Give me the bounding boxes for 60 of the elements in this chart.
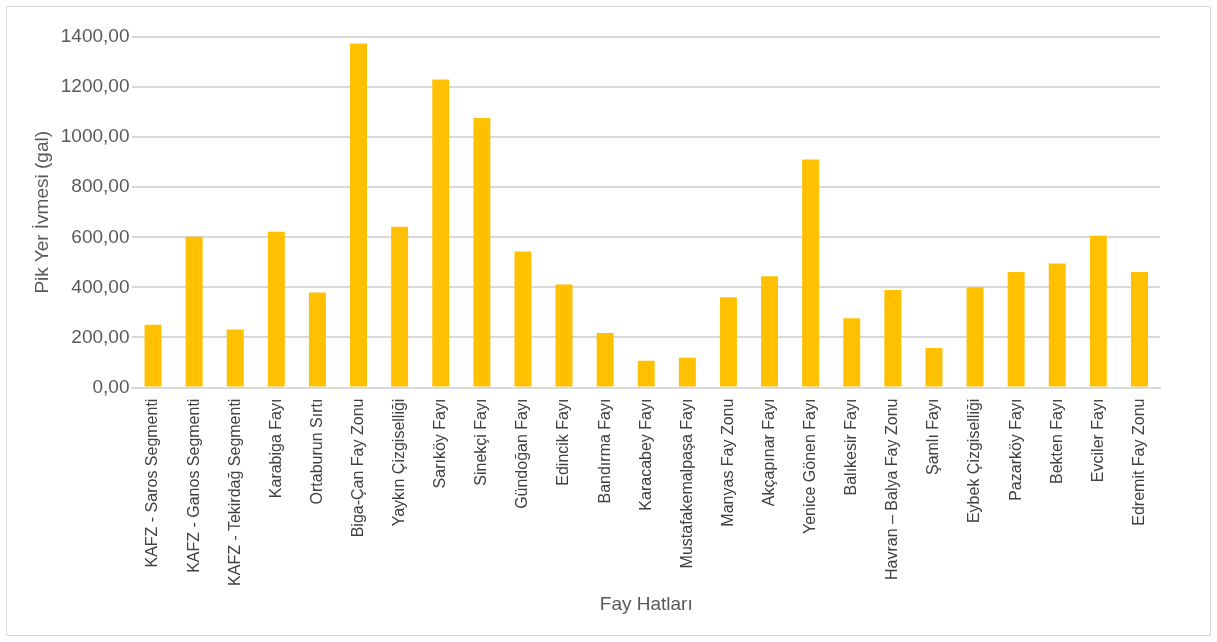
bar: [1048, 263, 1066, 387]
x-axis-title: Fay Hatları: [599, 592, 693, 614]
y-tick-label: 0,00: [92, 375, 130, 397]
x-tick-label: Yenice Gönen Fayı: [801, 398, 819, 535]
bar: [596, 332, 614, 387]
bar: [884, 289, 902, 387]
x-tick-label: Karabiga Fayı: [266, 398, 284, 499]
x-tick-label: Karacabey Fayı: [636, 398, 654, 511]
bar: [473, 117, 491, 387]
x-tick-label: Bandırma Fayı: [595, 398, 613, 504]
bar: [226, 329, 244, 387]
y-tick-label: 600,00: [71, 225, 130, 247]
y-axis-title: Pik Yer İvmesi (gal): [30, 130, 52, 294]
y-tick-label: 400,00: [71, 275, 130, 297]
bar: [350, 43, 368, 387]
x-tick-label: KAFZ - Saros Segmenti: [143, 398, 161, 568]
x-tick-label: Ortaburun Sırtı: [307, 398, 325, 505]
bar: [1130, 271, 1148, 387]
x-tick-label: Havran – Balya Fay Zonu: [883, 398, 901, 580]
y-tick-label: 1000,00: [60, 125, 130, 147]
x-tick-label: KAFZ - Tekirdağ Segmenti: [225, 398, 243, 586]
bar: [308, 292, 326, 387]
x-tick-label: Biga-Çan Fay Zonu: [348, 398, 366, 538]
x-tick-label: Edremit Fay Zonu: [1129, 398, 1147, 526]
bar: [761, 276, 779, 387]
x-tick-label: Pazarköy Fayı: [1006, 398, 1024, 501]
bar: [843, 318, 861, 387]
bar: [432, 79, 450, 387]
x-tick-label: Akçapınar Fayı: [759, 398, 777, 507]
x-tick-label: Manyas Fay Zonu: [718, 398, 736, 527]
bar: [267, 231, 285, 387]
bar: [1089, 235, 1107, 387]
x-tick-label: Edincik Fayı: [554, 398, 572, 486]
bar: [144, 324, 162, 387]
x-tick-label: Evciler Fayı: [1088, 398, 1106, 483]
bar: [678, 357, 696, 387]
bar: [514, 251, 532, 387]
bar: [719, 297, 737, 387]
bar: [925, 348, 943, 387]
x-tick-label: Yaykın Çizgiselliği: [390, 398, 408, 527]
bar: [966, 287, 984, 387]
bar: [555, 284, 573, 387]
bar: [391, 226, 409, 387]
x-tick-label: Sinekçi Fayı: [472, 398, 490, 486]
bar: [185, 236, 203, 387]
y-tick-label: 1200,00: [60, 75, 130, 97]
x-tick-label: KAFZ - Ganos Segmenti: [184, 398, 202, 573]
bar: [637, 360, 655, 387]
bar: [1007, 271, 1025, 387]
x-tick-label: Gündoğan Fayı: [513, 398, 531, 509]
y-tick-label: 1400,00: [60, 25, 130, 47]
bar: [802, 159, 820, 387]
x-tick-label: Balıkesir Fayı: [842, 398, 860, 496]
x-tick-label: Mustafakemalpaşa Fayı: [677, 398, 695, 569]
x-tick-label: Şamlı Fayı: [924, 398, 942, 476]
y-tick-label: 200,00: [71, 325, 130, 347]
y-tick-label: 800,00: [71, 175, 130, 197]
x-tick-label: Eybek Çizgiselliği: [965, 398, 983, 524]
x-tick-label: Sarıköy Fayı: [431, 398, 449, 489]
x-tick-label: Bekten Fayı: [1047, 398, 1065, 484]
